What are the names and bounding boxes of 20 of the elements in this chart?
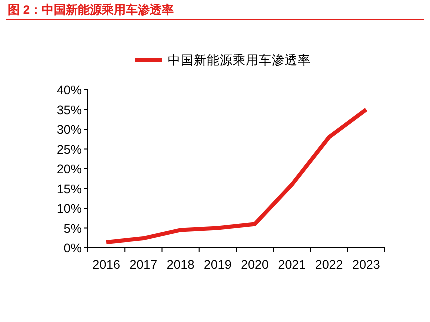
x-tick-label: 2018 bbox=[166, 258, 195, 272]
x-tick-label: 2021 bbox=[278, 258, 306, 272]
y-tick-label: 15% bbox=[56, 182, 82, 196]
x-tick-label: 2017 bbox=[130, 258, 158, 272]
chart-title: 图 2：中国新能源乘用车渗透率 bbox=[8, 3, 174, 17]
y-tick-label: 30% bbox=[56, 123, 82, 137]
x-tick-label: 2023 bbox=[352, 258, 380, 272]
x-tick-label: 2019 bbox=[204, 258, 232, 272]
x-tick-label: 2020 bbox=[241, 258, 270, 272]
x-tick-label: 2016 bbox=[92, 258, 121, 272]
y-tick-label: 35% bbox=[56, 103, 82, 118]
y-tick-label: 5% bbox=[64, 222, 82, 236]
x-tick-label: 2022 bbox=[315, 258, 344, 272]
y-tick-label: 40% bbox=[56, 84, 82, 98]
y-tick-label: 20% bbox=[56, 162, 82, 176]
y-tick-label: 0% bbox=[64, 242, 82, 256]
y-tick-label: 25% bbox=[56, 142, 82, 157]
legend-label: 中国新能源乘用车渗透率 bbox=[168, 52, 311, 68]
y-tick-label: 10% bbox=[56, 202, 82, 216]
line-series bbox=[104, 108, 368, 244]
